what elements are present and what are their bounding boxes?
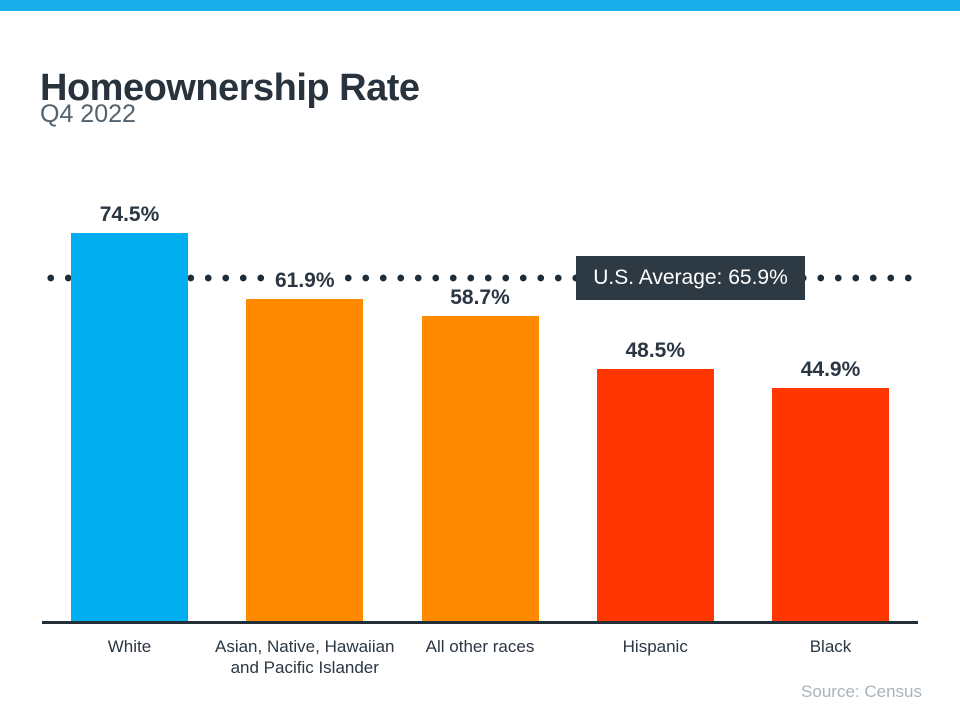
category-label-white: White xyxy=(107,637,152,656)
value-label-all-other-races: 58.7% xyxy=(445,285,515,310)
bar-asian-native-hawaiian-and-pacific-islander xyxy=(246,299,364,624)
bar-all-other-races xyxy=(421,315,539,624)
category-label-all-other-races: All other races xyxy=(425,637,535,656)
us-average-label: U.S. Average: 65.9% xyxy=(593,266,788,290)
value-label-asian-native-hawaiian-and-pacific-islander: 61.9% xyxy=(269,269,340,294)
value-label-black: 44.9% xyxy=(795,358,866,383)
bar-hispanic xyxy=(596,369,714,624)
value-label-hispanic: 48.5% xyxy=(620,339,691,364)
category-label-black: Black xyxy=(809,637,852,656)
us-average-box: U.S. Average: 65.9% xyxy=(576,256,805,301)
page-subtitle: Q4 2022 xyxy=(40,100,136,128)
source-text: Source: Census xyxy=(801,682,922,701)
page-title: Homeownership Rate xyxy=(40,67,420,110)
accent-strip xyxy=(0,0,960,11)
plot-area: U.S. Average: 65.9% 74.5% White 61.9% Asian… xyxy=(42,190,918,677)
us-average-dotted-line xyxy=(42,274,918,283)
category-label-asian-native-hawaiian-and-pacific-islander: Asian, Native, Hawaiian and Pacific Isla… xyxy=(214,637,395,678)
bar-black xyxy=(772,388,889,624)
bar-white xyxy=(71,232,188,624)
x-axis-line xyxy=(42,621,918,624)
category-label-hispanic: Hispanic xyxy=(622,637,688,656)
value-label-white: 74.5% xyxy=(94,202,165,227)
